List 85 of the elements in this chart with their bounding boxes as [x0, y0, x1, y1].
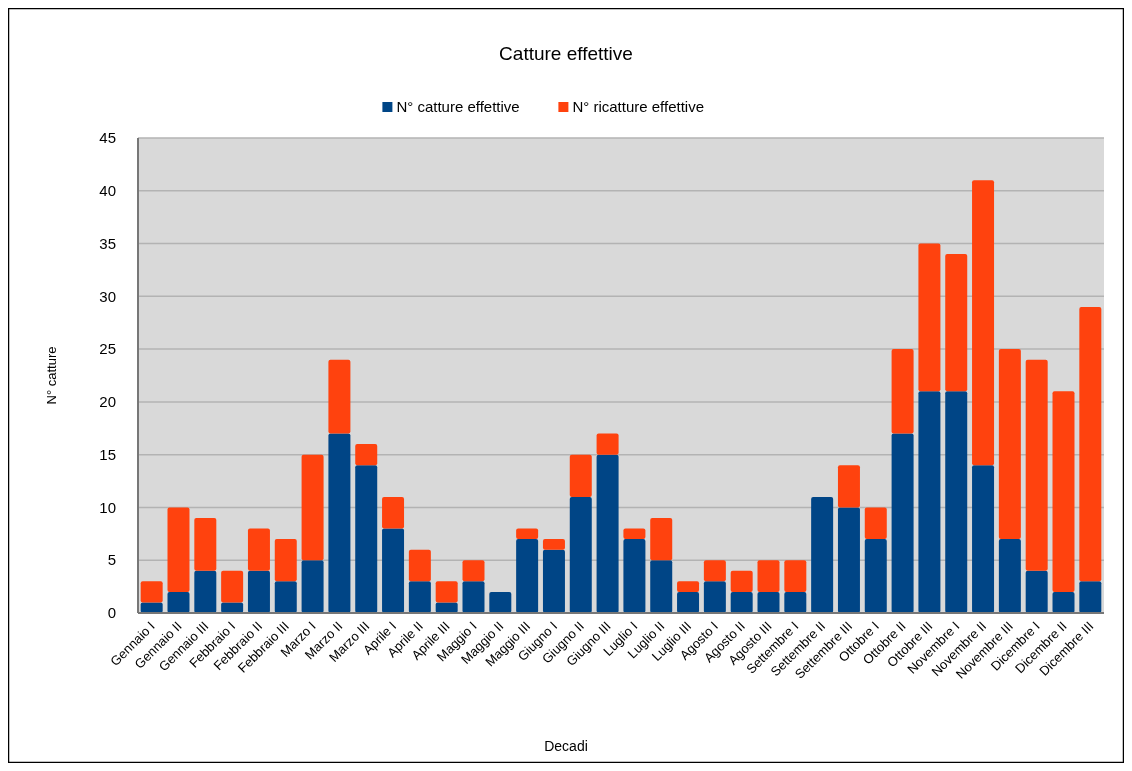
bar — [596, 433, 619, 455]
bar — [1079, 581, 1102, 613]
bar — [274, 539, 297, 582]
bar — [811, 496, 834, 613]
bar — [918, 243, 941, 392]
bar — [462, 581, 485, 613]
bar — [837, 465, 860, 508]
bar — [382, 496, 405, 529]
legend-label: N° ricatture effettive — [572, 98, 705, 115]
bar — [596, 454, 619, 613]
bar — [891, 349, 914, 434]
y-tick-label: 15 — [99, 445, 116, 463]
bar — [972, 180, 995, 466]
bar — [891, 433, 914, 613]
bar — [247, 528, 270, 571]
y-tick-label: 5 — [107, 551, 116, 569]
bar — [677, 581, 700, 592]
bar — [462, 560, 485, 582]
bar — [355, 444, 378, 466]
bar — [650, 518, 673, 561]
bar — [1025, 359, 1048, 571]
y-tick-label: 30 — [99, 287, 116, 305]
y-tick-label: 35 — [99, 234, 116, 252]
bar — [221, 570, 244, 603]
bar — [569, 454, 592, 497]
bar — [703, 581, 726, 613]
bar — [864, 539, 887, 613]
bar — [650, 560, 673, 613]
y-tick-label: 20 — [99, 393, 116, 411]
bar — [1079, 306, 1102, 582]
bar — [784, 560, 807, 592]
bar — [167, 507, 190, 592]
bar — [623, 539, 646, 613]
bar — [864, 507, 887, 540]
bar — [945, 391, 968, 613]
bar — [998, 539, 1021, 613]
bar — [489, 591, 512, 613]
bar — [408, 549, 431, 582]
bar — [703, 560, 726, 582]
y-axis-title: N° catture — [44, 346, 59, 405]
bar — [945, 254, 968, 392]
bar — [918, 391, 941, 613]
bar — [1052, 391, 1075, 592]
bar — [247, 570, 270, 613]
bar — [730, 570, 753, 592]
bar — [328, 359, 351, 434]
bar — [972, 465, 995, 613]
bar — [569, 496, 592, 613]
y-tick-label: 10 — [99, 498, 116, 516]
y-tick-label: 0 — [107, 604, 116, 622]
bar — [167, 591, 190, 613]
bar — [408, 581, 431, 613]
y-tick-label: 40 — [99, 182, 116, 200]
bar — [542, 549, 565, 613]
bar — [194, 570, 217, 613]
bar — [301, 454, 324, 561]
bar — [730, 591, 753, 613]
bar — [757, 560, 780, 592]
bar — [623, 528, 646, 540]
bar — [435, 602, 458, 613]
bar — [140, 581, 163, 603]
bar — [274, 581, 297, 613]
bar — [516, 528, 539, 540]
bar — [757, 591, 780, 613]
bar — [194, 518, 217, 571]
bar — [221, 602, 244, 613]
bar — [355, 465, 378, 613]
x-axis-title: Decadi — [544, 738, 588, 754]
bar — [542, 539, 565, 550]
bar — [301, 560, 324, 613]
bar — [382, 528, 405, 613]
bar — [784, 591, 807, 613]
bar — [837, 507, 860, 613]
bar — [140, 602, 163, 613]
legend-label: N° catture effettive — [396, 98, 520, 115]
bar — [328, 433, 351, 613]
y-tick-label: 45 — [99, 129, 116, 147]
y-tick-label: 25 — [99, 340, 116, 358]
bar — [516, 539, 539, 613]
bar — [435, 581, 458, 603]
bar — [677, 591, 700, 613]
bar — [1052, 591, 1075, 613]
chart-title: Catture effettive — [499, 43, 633, 64]
bar — [998, 349, 1021, 540]
bar — [1025, 570, 1048, 613]
